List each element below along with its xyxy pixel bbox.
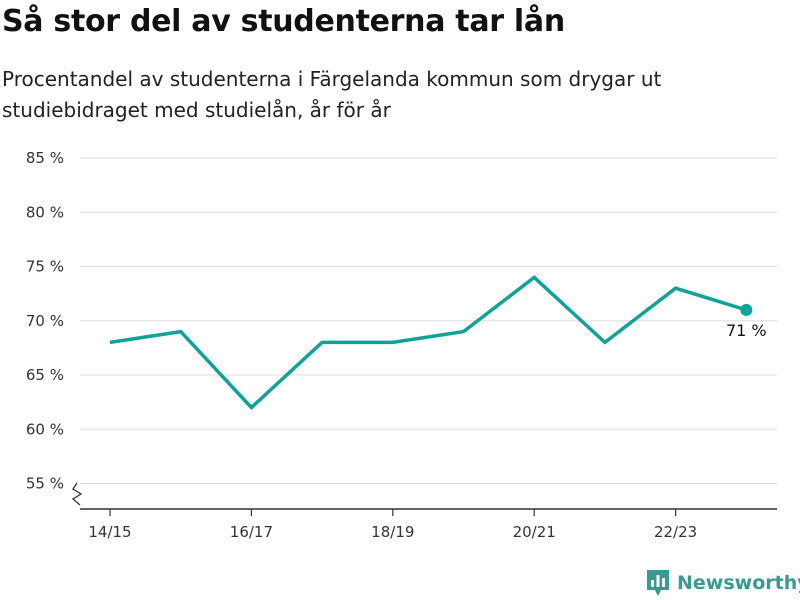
y-tick-label: 60 % [26,420,64,438]
bar-chart-logo-icon [647,570,669,596]
x-tick-label: 18/19 [371,523,414,541]
chart-title: Så stor del av studenterna tar lån [2,4,565,39]
y-tick-label: 70 % [26,312,64,330]
chart-subtitle: Procentandel av studenterna i Färgelanda… [2,67,662,122]
last-data-point [740,303,753,316]
y-tick-label: 85 % [26,149,64,167]
y-tick-label: 75 % [26,258,64,276]
brand-logo: Newsworthy [645,568,800,598]
series-line [109,275,747,410]
y-tick-label: 55 % [26,475,64,493]
y-tick-label: 80 % [26,203,64,221]
brand-name: Newsworthy [677,572,800,594]
x-tick-label: 20/21 [513,523,556,541]
y-tick-label: 65 % [26,366,64,384]
x-tick-label: 16/17 [230,523,273,541]
last-point-label: 71 % [726,321,767,340]
axis-break-mark [71,482,83,506]
x-tick-label: 14/15 [88,523,131,541]
x-tick-label: 22/23 [654,523,697,541]
